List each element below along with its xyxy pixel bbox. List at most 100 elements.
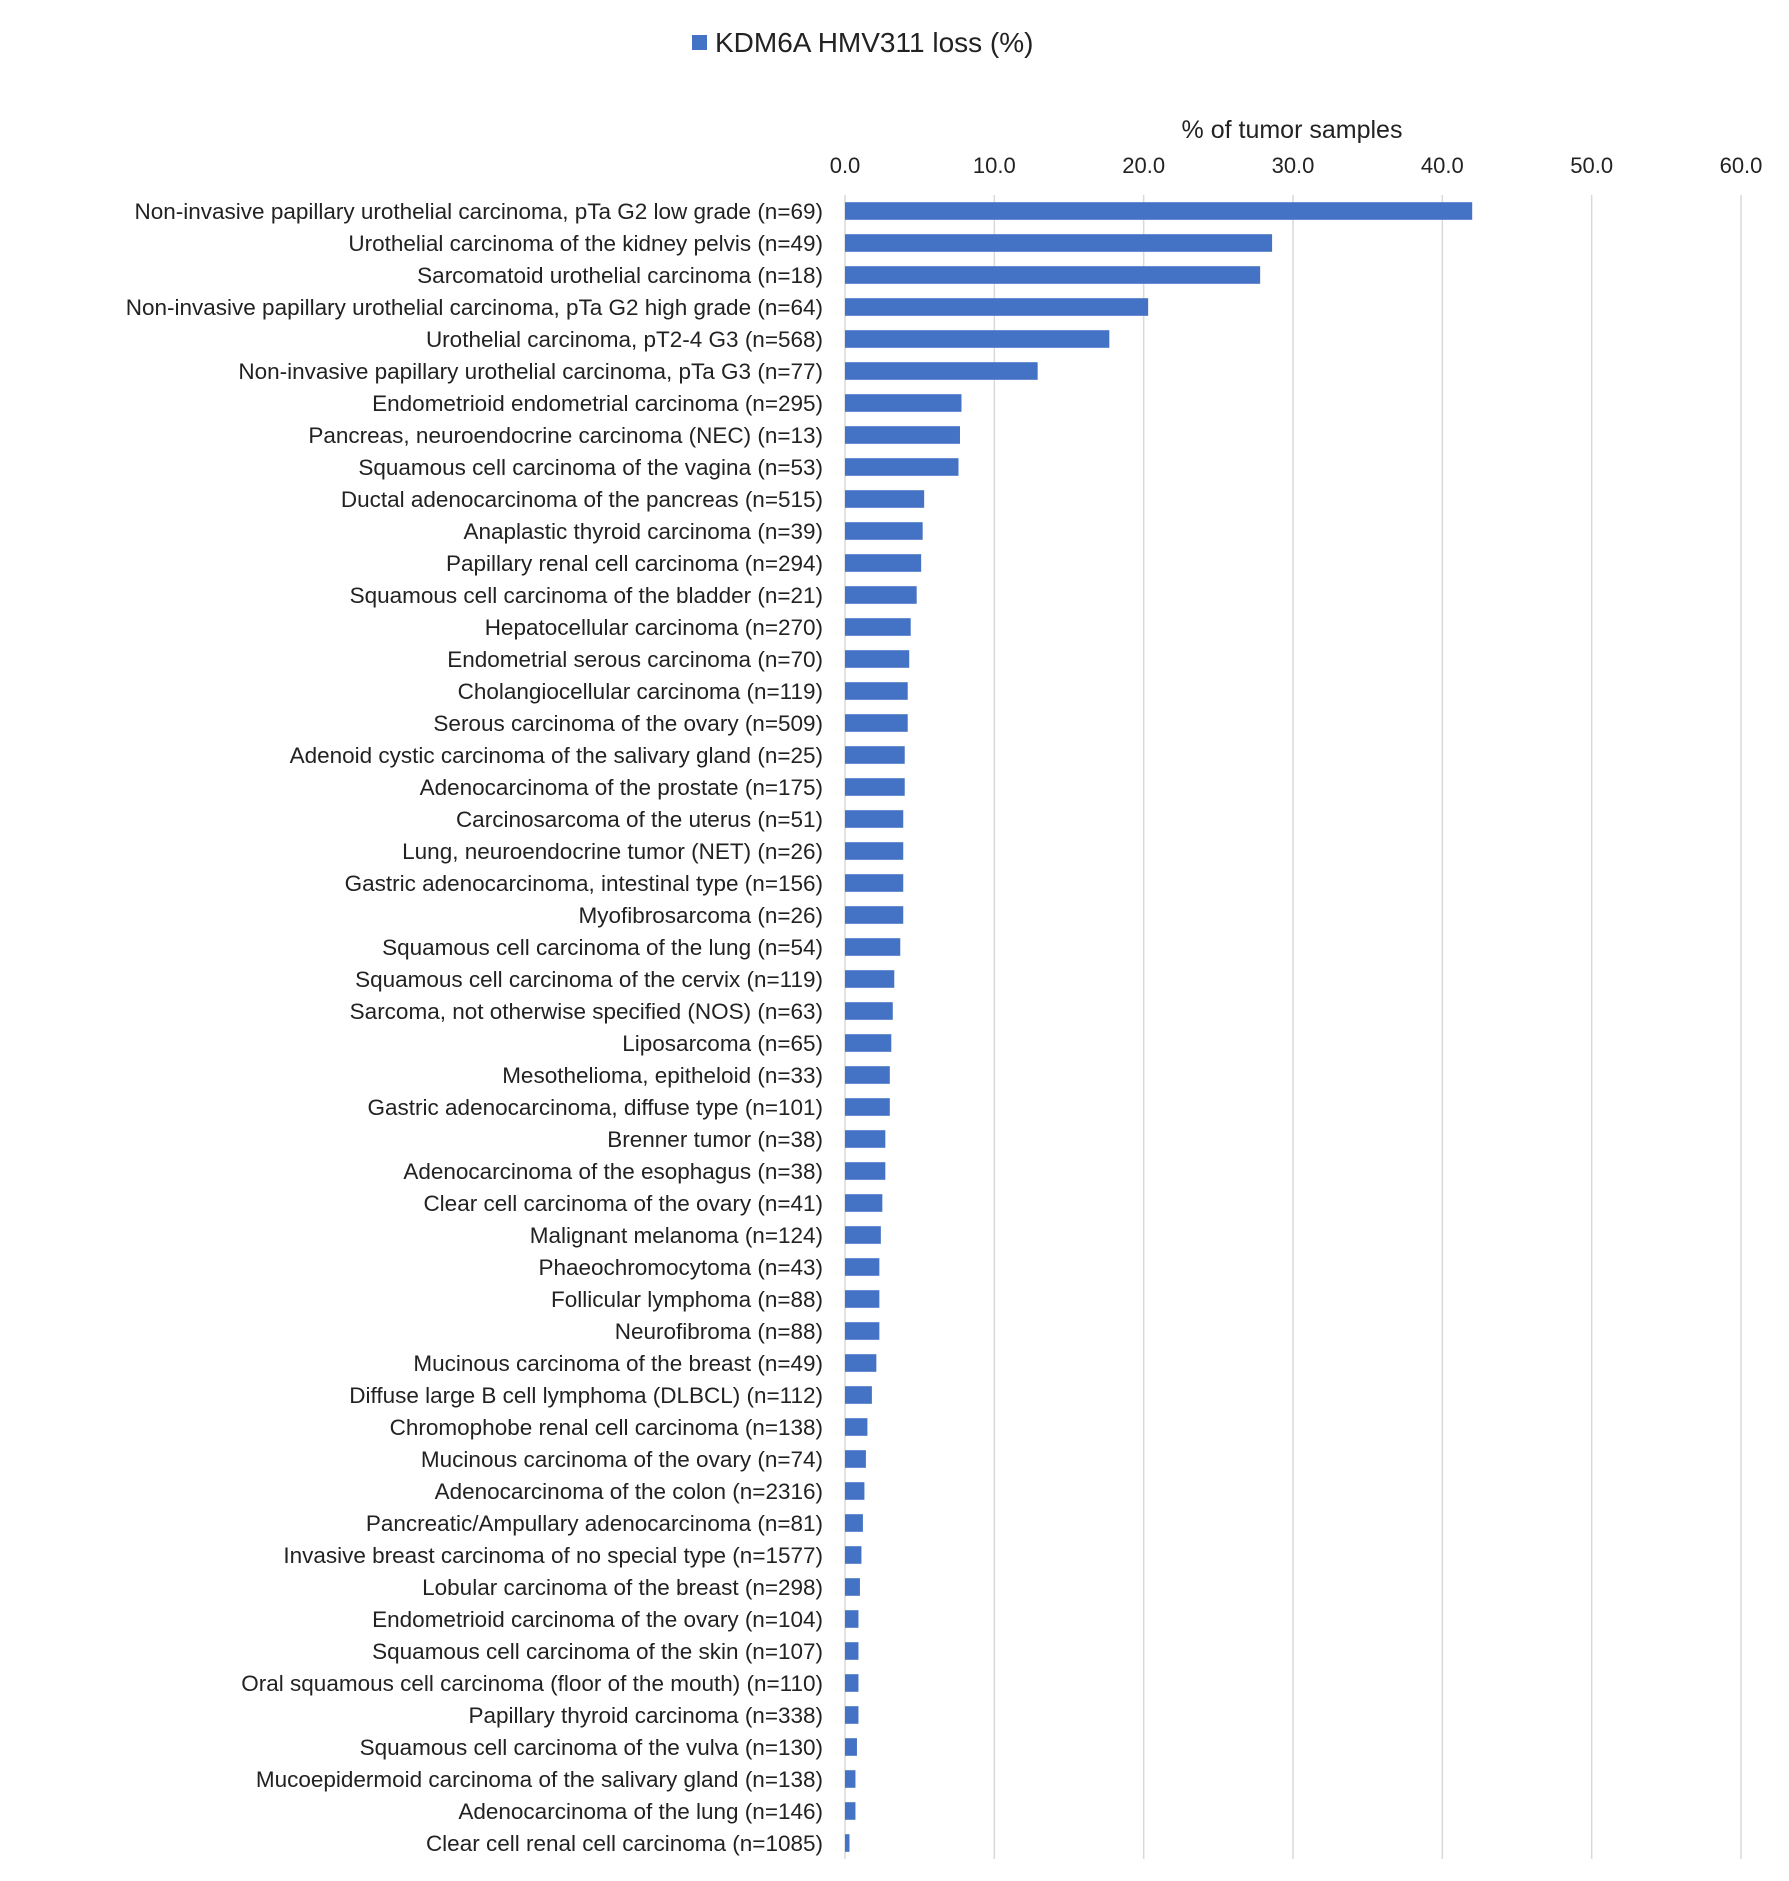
bar (845, 1802, 856, 1820)
category-label: Gastric adenocarcinoma, diffuse type (n=… (368, 1095, 823, 1120)
category-label: Sarcoma, not otherwise specified (NOS) (… (350, 999, 823, 1024)
legend: KDM6A HMV311 loss (%) (692, 27, 1033, 58)
bar (845, 202, 1473, 220)
x-tick-label: 50.0 (1570, 153, 1613, 178)
bar (845, 778, 905, 796)
category-label: Squamous cell carcinoma of the vagina (n… (358, 455, 823, 480)
bar (845, 522, 923, 540)
gridlines (844, 195, 1742, 1859)
category-label: Endometrioid carcinoma of the ovary (n=1… (372, 1607, 823, 1632)
bar (845, 714, 908, 732)
bar (845, 1578, 860, 1596)
category-label: Phaeochromocytoma (n=43) (538, 1255, 823, 1280)
category-label: Adenocarcinoma of the esophagus (n=38) (403, 1159, 823, 1184)
category-label: Liposarcoma (n=65) (622, 1031, 823, 1056)
category-label: Papillary thyroid carcinoma (n=338) (468, 1703, 823, 1728)
bar (845, 1162, 886, 1180)
bar (845, 1258, 880, 1276)
category-label: Lobular carcinoma of the breast (n=298) (422, 1575, 823, 1600)
bar (845, 1770, 856, 1788)
category-label: Urothelial carcinoma, pT2-4 G3 (n=568) (426, 327, 823, 352)
bar (845, 426, 960, 444)
bar (845, 1002, 893, 1020)
category-label: Endometrial serous carcinoma (n=70) (447, 647, 823, 672)
bar (845, 874, 904, 892)
category-label: Chromophobe renal cell carcinoma (n=138) (390, 1415, 823, 1440)
bar (845, 1706, 859, 1724)
category-label: Malignant melanoma (n=124) (530, 1223, 823, 1248)
bar (845, 1386, 872, 1404)
category-label: Serous carcinoma of the ovary (n=509) (433, 711, 823, 736)
category-label: Mucoepidermoid carcinoma of the salivary… (256, 1767, 823, 1792)
bar (845, 1354, 877, 1372)
x-axis-ticks: 0.0 10.0 20.0 30.0 40.0 50.0 60.0 (830, 153, 1763, 178)
bar (845, 330, 1110, 348)
bar (845, 1514, 863, 1532)
category-label: Clear cell renal cell carcinoma (n=1085) (426, 1831, 823, 1856)
x-tick-label: 40.0 (1421, 153, 1464, 178)
category-label: Papillary renal cell carcinoma (n=294) (446, 551, 823, 576)
category-label: Hepatocellular carcinoma (n=270) (485, 615, 823, 640)
category-label: Diffuse large B cell lymphoma (DLBCL) (n… (349, 1383, 823, 1408)
category-label: Squamous cell carcinoma of the skin (n=1… (372, 1639, 823, 1664)
category-label: Mucinous carcinoma of the breast (n=49) (413, 1351, 823, 1376)
bar (845, 682, 908, 700)
category-label: Invasive breast carcinoma of no special … (283, 1543, 823, 1568)
category-label: Squamous cell carcinoma of the cervix (n… (355, 967, 823, 992)
bar (845, 1738, 857, 1756)
bar (845, 1066, 890, 1084)
category-label: Follicular lymphoma (n=88) (551, 1287, 823, 1312)
category-label: Ductal adenocarcinoma of the pancreas (n… (341, 487, 823, 512)
bar (845, 458, 959, 476)
category-label: Mesothelioma, epitheloid (n=33) (502, 1063, 823, 1088)
category-label: Neurofibroma (n=88) (615, 1319, 823, 1344)
bar (845, 1290, 880, 1308)
category-label: Sarcomatoid urothelial carcinoma (n=18) (417, 263, 823, 288)
bar (845, 746, 905, 764)
category-label: Urothelial carcinoma of the kidney pelvi… (348, 231, 823, 256)
bars (845, 202, 1473, 1852)
category-label: Oral squamous cell carcinoma (floor of t… (241, 1671, 823, 1696)
bar (845, 1034, 892, 1052)
category-label: Pancreas, neuroendocrine carcinoma (NEC)… (308, 423, 823, 448)
x-tick-label: 10.0 (973, 153, 1016, 178)
x-tick-label: 20.0 (1122, 153, 1165, 178)
category-label: Adenocarcinoma of the prostate (n=175) (420, 775, 823, 800)
bar (845, 266, 1261, 284)
bar (845, 1226, 881, 1244)
category-label: Lung, neuroendocrine tumor (NET) (n=26) (402, 839, 823, 864)
x-tick-label: 60.0 (1720, 153, 1763, 178)
legend-swatch (692, 35, 707, 50)
category-label: Clear cell carcinoma of the ovary (n=41) (423, 1191, 823, 1216)
x-tick-label: 30.0 (1272, 153, 1315, 178)
bar (845, 938, 901, 956)
bar (845, 810, 904, 828)
bar (845, 554, 922, 572)
bar (845, 1130, 886, 1148)
bar (845, 1098, 890, 1116)
category-labels: Non-invasive papillary urothelial carcin… (126, 199, 823, 1856)
bar (845, 1546, 862, 1564)
bar (845, 362, 1038, 380)
category-label: Non-invasive papillary urothelial carcin… (126, 295, 823, 320)
legend-label: KDM6A HMV311 loss (%) (715, 27, 1033, 58)
bar (845, 1418, 868, 1436)
bar (845, 970, 895, 988)
bar (845, 650, 910, 668)
category-label: Cholangiocellular carcinoma (n=119) (458, 679, 823, 704)
category-label: Endometrioid endometrial carcinoma (n=29… (372, 391, 823, 416)
category-label: Adenoid cystic carcinoma of the salivary… (290, 743, 823, 768)
category-label: Squamous cell carcinoma of the lung (n=5… (382, 935, 823, 960)
bar (845, 1642, 859, 1660)
category-label: Myofibrosarcoma (n=26) (579, 903, 823, 928)
bar (845, 234, 1273, 252)
category-label: Adenocarcinoma of the colon (n=2316) (435, 1479, 823, 1504)
category-label: Non-invasive papillary urothelial carcin… (135, 199, 823, 224)
bar (845, 394, 962, 412)
bar (845, 1834, 850, 1852)
bar (845, 1610, 859, 1628)
category-label: Squamous cell carcinoma of the vulva (n=… (360, 1735, 823, 1760)
bar (845, 490, 925, 508)
bar (845, 842, 904, 860)
